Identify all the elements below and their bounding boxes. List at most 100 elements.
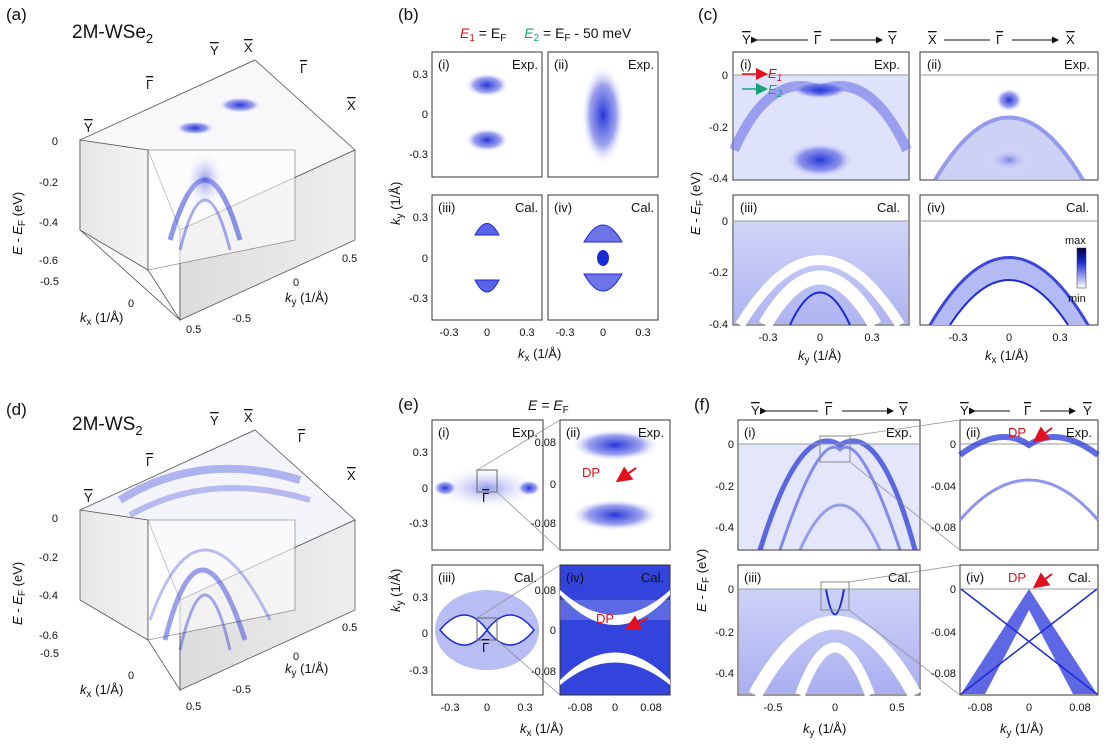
c-colorbar-max: max xyxy=(1065,235,1086,247)
c-xticks: -0.3 0 0.3 -0.3 0 0.3 xyxy=(759,332,1068,344)
e-box-ii: (ii) Exp. DP xyxy=(559,419,671,551)
svg-text:0: 0 xyxy=(722,216,728,228)
panel-e-label: (e) xyxy=(398,395,419,414)
svg-text:Cal.: Cal. xyxy=(641,570,664,585)
svg-text:-0.3: -0.3 xyxy=(409,665,428,677)
e-box-i: Γ (i) Exp. xyxy=(431,419,544,551)
svg-text:0: 0 xyxy=(422,628,428,640)
cube-d-energy-label: E - EF (eV) xyxy=(10,562,28,625)
svg-text:0: 0 xyxy=(52,513,58,525)
svg-text:-0.5: -0.5 xyxy=(40,276,59,288)
panel-d: (d) 2M-WS2 0 -0.2 -0.4 -0.6 E - EF (eV) … xyxy=(6,400,357,713)
svg-text:Y: Y xyxy=(899,403,908,418)
svg-text:Cal.: Cal. xyxy=(515,200,538,215)
svg-text:-0.4: -0.4 xyxy=(709,319,728,331)
cube-a-points: Y X Γ X Γ Y xyxy=(84,40,356,135)
svg-text:(iv): (iv) xyxy=(566,570,584,585)
cube-a-ky-ticks: 0.5 0 -0.5 xyxy=(232,253,357,325)
svg-text:Exp.: Exp. xyxy=(628,57,654,72)
svg-text:X: X xyxy=(347,98,356,113)
c-box-iv: (iv) Cal. max min xyxy=(919,194,1099,326)
svg-text:-0.08: -0.08 xyxy=(531,666,556,678)
e-box-iii: Γ (iii) Cal. xyxy=(431,564,544,696)
svg-text:Cal.: Cal. xyxy=(514,570,537,585)
svg-text:0: 0 xyxy=(950,584,956,596)
panel-a-label: (a) xyxy=(6,5,27,24)
svg-text:0: 0 xyxy=(550,479,556,491)
e-header: E = EF xyxy=(528,397,569,416)
svg-text:(iv): (iv) xyxy=(554,200,572,215)
svg-text:Y: Y xyxy=(84,120,93,135)
svg-text:0: 0 xyxy=(832,702,838,714)
svg-text:0.3: 0.3 xyxy=(635,327,650,339)
svg-text:-0.2: -0.2 xyxy=(39,552,58,564)
e-xticks: -0.3 0 0.3 -0.08 0 0.08 xyxy=(441,702,662,714)
svg-text:(ii): (ii) xyxy=(566,425,580,440)
svg-text:0.08: 0.08 xyxy=(535,585,556,597)
cube-a-kx-label: kx (1/Å) xyxy=(80,310,123,328)
svg-text:Exp.: Exp. xyxy=(512,425,538,440)
svg-text:Cal.: Cal. xyxy=(1066,200,1089,215)
svg-text:Γ: Γ xyxy=(300,61,307,76)
svg-text:-0.04: -0.04 xyxy=(931,627,956,639)
svg-text:Γ: Γ xyxy=(482,640,489,655)
svg-text:Γ: Γ xyxy=(298,430,305,445)
cube-a-energy-ticks: 0 -0.2 -0.4 -0.6 xyxy=(39,136,58,267)
svg-text:-0.5: -0.5 xyxy=(40,648,59,660)
svg-text:(iii): (iii) xyxy=(438,200,455,215)
svg-text:Cal.: Cal. xyxy=(631,200,654,215)
svg-text:0.3: 0.3 xyxy=(413,212,428,224)
svg-text:E1: E1 xyxy=(768,66,782,84)
svg-text:Γ: Γ xyxy=(814,32,821,47)
panel-c-label: (c) xyxy=(698,5,718,24)
svg-text:0: 0 xyxy=(612,702,618,714)
svg-text:0: 0 xyxy=(550,625,556,637)
cube-d-energy-ticks: 0 -0.2 -0.4 -0.6 xyxy=(39,513,58,642)
svg-text:-0.08: -0.08 xyxy=(931,522,956,534)
svg-text:(i): (i) xyxy=(438,425,450,440)
svg-text:(ii): (ii) xyxy=(554,57,568,72)
svg-text:0: 0 xyxy=(484,702,490,714)
svg-text:-0.4: -0.4 xyxy=(709,173,728,185)
svg-text:0.3: 0.3 xyxy=(413,447,428,459)
svg-text:-0.08: -0.08 xyxy=(931,668,956,680)
panel-f-label: (f) xyxy=(694,395,710,414)
svg-text:0.5: 0.5 xyxy=(186,324,201,336)
svg-text:0: 0 xyxy=(128,670,134,682)
svg-text:0.3: 0.3 xyxy=(1052,332,1067,344)
b-box-i: (i) Exp. xyxy=(431,51,543,178)
svg-text:-0.5: -0.5 xyxy=(232,684,251,696)
svg-text:0.08: 0.08 xyxy=(640,702,661,714)
svg-text:Exp.: Exp. xyxy=(1066,425,1092,440)
c-ylabel: E - EF (eV) xyxy=(688,172,706,235)
svg-text:0: 0 xyxy=(1006,332,1012,344)
f-xlabel-right: ky (1/Å) xyxy=(1000,721,1043,739)
svg-text:-0.4: -0.4 xyxy=(39,590,58,602)
svg-text:(ii): (ii) xyxy=(927,57,941,72)
svg-text:(iii): (iii) xyxy=(740,200,757,215)
cube-d-ky-label: ky (1/Å) xyxy=(285,661,328,679)
svg-text:-0.08: -0.08 xyxy=(967,702,992,714)
panel-f: (f) Y Γ Y Y Γ Y (i) Exp. xyxy=(694,395,1100,739)
svg-text:-0.3: -0.3 xyxy=(409,149,428,161)
c-xlabel-right: kx (1/Å) xyxy=(985,348,1028,366)
svg-text:-0.2: -0.2 xyxy=(709,267,728,279)
f-yticks-left: 0 -0.2 -0.4 0 -0.2 -0.4 xyxy=(715,439,734,680)
panel-e: (e) E = EF Γ (i) Exp. (ii) Exp. DP Γ xyxy=(388,395,671,739)
c-yticks: 0 -0.2 -0.4 0 -0.2 -0.4 xyxy=(709,70,728,331)
svg-text:0: 0 xyxy=(600,327,606,339)
svg-text:-0.3: -0.3 xyxy=(441,702,460,714)
cube-a-ky-label: ky (1/Å) xyxy=(285,290,328,308)
cube-d-kx-label: kx (1/Å) xyxy=(80,682,123,700)
svg-text:0.08: 0.08 xyxy=(1069,702,1090,714)
f-box-i: (i) Exp. xyxy=(737,419,921,551)
b-ylabel: ky (1/Å) xyxy=(388,182,406,225)
cube-d xyxy=(79,429,356,692)
svg-text:(i): (i) xyxy=(438,57,450,72)
c-colorbar-min: min xyxy=(1068,293,1086,305)
svg-text:Y: Y xyxy=(1083,403,1092,418)
svg-text:Y: Y xyxy=(742,32,751,47)
b-box-ii: (ii) Exp. xyxy=(547,51,659,178)
svg-text:Γ: Γ xyxy=(146,454,153,469)
svg-text:Γ: Γ xyxy=(996,32,1003,47)
